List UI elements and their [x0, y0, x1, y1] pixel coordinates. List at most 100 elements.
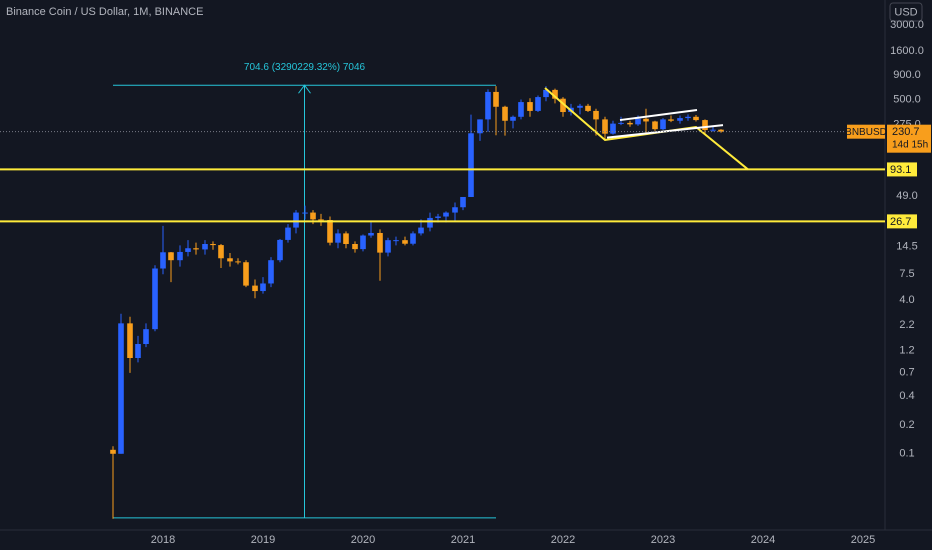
candle-body	[543, 89, 549, 98]
candle-body	[593, 110, 599, 120]
candle-body	[160, 252, 166, 269]
candle-body	[202, 243, 208, 250]
candle-body	[468, 133, 474, 197]
candle-body	[302, 212, 308, 214]
y-tick-label: 0.4	[899, 390, 914, 402]
candle-body	[410, 233, 416, 244]
candle-body	[685, 116, 691, 119]
y-tick-label: 0.2	[899, 419, 914, 431]
candle-body	[235, 261, 241, 263]
candle-body	[168, 252, 174, 261]
candle-body	[110, 449, 116, 454]
y-tick-label: 4.0	[899, 294, 914, 306]
candle-body	[577, 105, 583, 108]
candle-body	[652, 121, 658, 130]
candle-body	[127, 323, 133, 359]
candle-body	[393, 240, 399, 242]
y-tick-label: 0.1	[899, 448, 914, 460]
y-tick-label: 14.5	[896, 241, 917, 253]
candle-body	[460, 196, 466, 208]
candle-body	[518, 102, 524, 117]
y-tick-label: 1600.0	[890, 45, 924, 57]
y-tick-label: 49.0	[896, 190, 917, 202]
candle-body	[502, 106, 508, 121]
candle-body	[243, 262, 249, 286]
candle-body	[343, 233, 349, 244]
candle-body	[318, 219, 324, 221]
candle-body	[293, 212, 299, 228]
candle-body	[152, 268, 158, 330]
candle-body	[435, 216, 441, 218]
candle-body	[477, 119, 483, 134]
candle-body	[510, 116, 516, 121]
candle-body	[177, 251, 183, 261]
x-tick-label: 2018	[151, 534, 175, 546]
candle-body	[660, 119, 666, 130]
candle-body	[402, 240, 408, 244]
y-tick-label: 0.7	[899, 367, 914, 379]
candle-body	[535, 97, 541, 111]
candle-body	[718, 129, 724, 132]
y-tick-label: 3000.0	[890, 19, 924, 31]
y-tick-label: 900.0	[893, 69, 921, 81]
x-tick-label: 2019	[251, 534, 275, 546]
candle-body	[360, 235, 366, 250]
candle-body	[268, 260, 274, 284]
candle-body	[285, 227, 291, 240]
candle-body	[635, 118, 641, 125]
candle-body	[602, 119, 608, 134]
x-tick-label: 2021	[451, 534, 475, 546]
candle-body	[210, 243, 216, 246]
candle-body	[377, 232, 383, 253]
candle-body	[493, 91, 499, 107]
x-tick-label: 2022	[551, 534, 575, 546]
candle-body	[627, 122, 633, 125]
candle-body	[427, 217, 433, 228]
candle-body	[327, 220, 333, 243]
candle-body	[618, 122, 624, 124]
candle-body	[418, 227, 424, 234]
chart-title: Binance Coin / US Dollar, 1M, BINANCE	[6, 6, 203, 18]
candle-body	[335, 233, 341, 243]
x-tick-label: 2025	[851, 534, 875, 546]
candle-body	[668, 119, 674, 121]
candle-body	[368, 232, 374, 236]
candle-body	[143, 329, 149, 345]
candle-body	[135, 344, 141, 359]
measure-arrowhead	[298, 84, 311, 94]
level-label-bg	[887, 214, 917, 229]
x-tick-label: 2023	[651, 534, 675, 546]
candle-body	[677, 118, 683, 121]
level-label: 26.7	[890, 216, 911, 228]
x-tick-label: 2020	[351, 534, 375, 546]
candle-body	[277, 239, 283, 261]
countdown-label: 14d 15h	[892, 139, 928, 150]
candle-body	[218, 245, 224, 259]
candle-body	[527, 102, 533, 111]
candle-body	[260, 283, 266, 292]
currency-button[interactable]	[889, 2, 923, 22]
candle-body	[610, 123, 616, 134]
candle-body	[585, 105, 591, 111]
candle-body	[710, 129, 716, 131]
level-label: 93.1	[890, 164, 911, 176]
trend-line	[619, 108, 698, 122]
y-tick-label: 500.0	[893, 93, 921, 105]
candle-body	[227, 258, 233, 262]
level-label-bg	[887, 162, 917, 177]
currency-label[interactable]: USD	[894, 6, 917, 18]
candle-body	[352, 243, 358, 250]
symbol-label-bg	[847, 124, 885, 139]
price-label-bg	[887, 124, 931, 153]
candle-body	[560, 98, 566, 113]
candle-body	[185, 248, 191, 252]
y-tick-label: 2.2	[899, 319, 914, 331]
candle-body	[485, 91, 491, 120]
candle-body	[702, 120, 708, 131]
symbol-label: BNBUSD	[845, 127, 887, 138]
measure-label: 704.6 (3290229.32%) 7046	[244, 62, 366, 73]
price-label: 230.7	[892, 126, 920, 138]
candle-body	[693, 116, 699, 121]
candle-body	[310, 212, 316, 220]
